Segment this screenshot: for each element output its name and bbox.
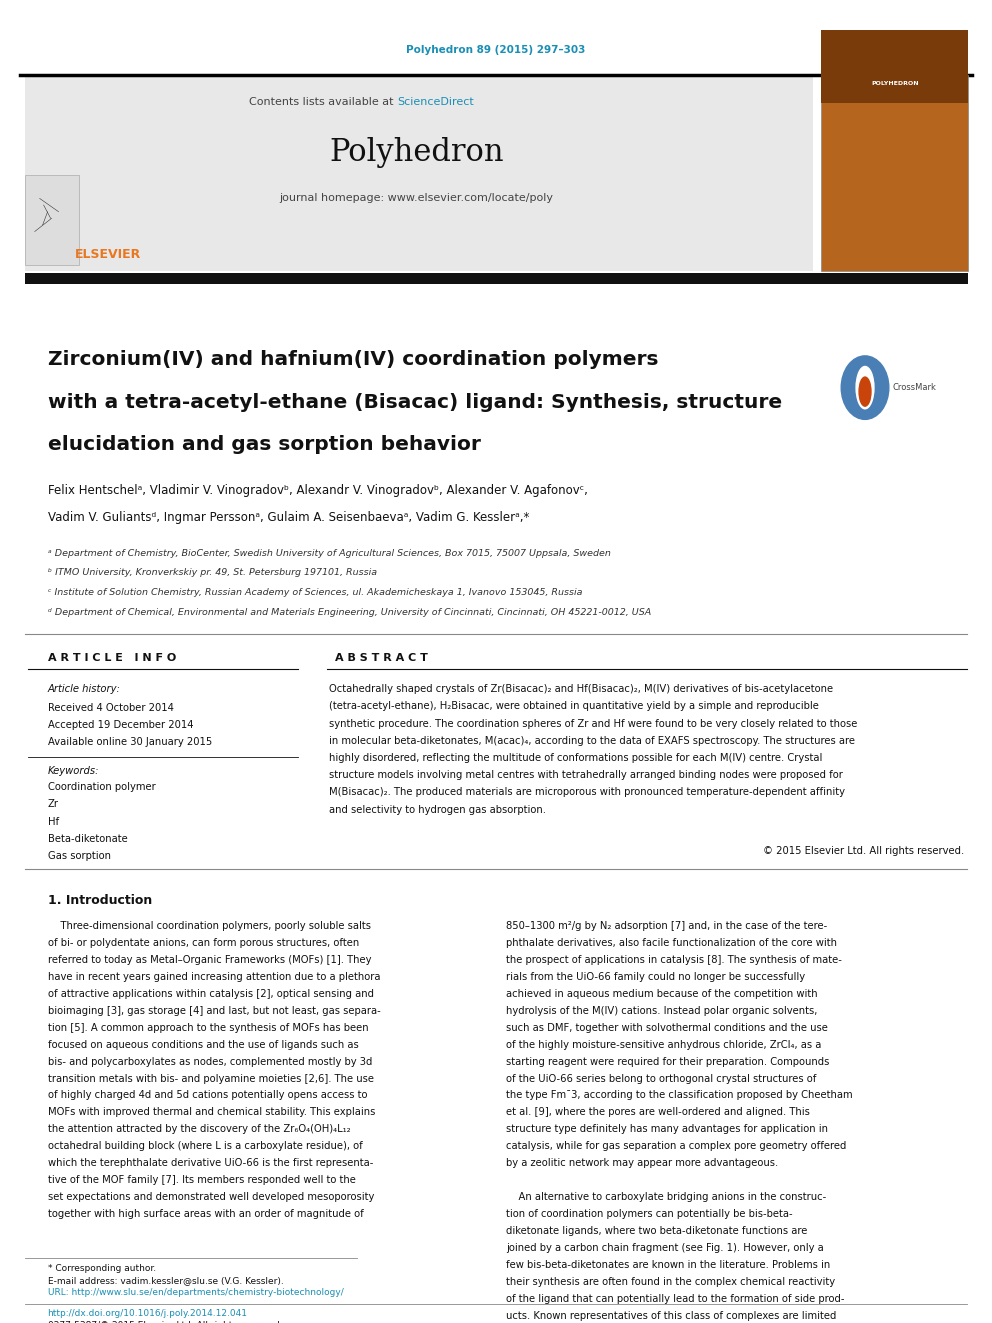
- Text: tion [5]. A common approach to the synthesis of MOFs has been: tion [5]. A common approach to the synth…: [48, 1023, 368, 1033]
- Text: in molecular beta-diketonates, M(acac)₄, according to the data of EXAFS spectros: in molecular beta-diketonates, M(acac)₄,…: [329, 736, 855, 746]
- Text: Article history:: Article history:: [48, 684, 120, 695]
- Text: their synthesis are often found in the complex chemical reactivity: their synthesis are often found in the c…: [506, 1277, 835, 1287]
- Text: elucidation and gas sorption behavior: elucidation and gas sorption behavior: [48, 435, 480, 454]
- Text: have in recent years gained increasing attention due to a plethora: have in recent years gained increasing a…: [48, 972, 380, 982]
- Text: Coordination polymer: Coordination polymer: [48, 782, 156, 792]
- Text: starting reagent were required for their preparation. Compounds: starting reagent were required for their…: [506, 1057, 829, 1066]
- Text: Available online 30 January 2015: Available online 30 January 2015: [48, 737, 212, 747]
- Text: M(Bisacac)₂. The produced materials are microporous with pronounced temperature-: M(Bisacac)₂. The produced materials are …: [329, 787, 845, 798]
- Text: An alternative to carboxylate bridging anions in the construc-: An alternative to carboxylate bridging a…: [506, 1192, 826, 1203]
- Text: E-mail address: vadim.kessler@slu.se (V.G. Kessler).: E-mail address: vadim.kessler@slu.se (V.…: [48, 1277, 284, 1285]
- Text: Polyhedron 89 (2015) 297–303: Polyhedron 89 (2015) 297–303: [407, 45, 585, 56]
- Text: referred to today as Metal–Organic Frameworks (MOFs) [1]. They: referred to today as Metal–Organic Frame…: [48, 955, 371, 964]
- Text: diketonate ligands, where two beta-diketonate functions are: diketonate ligands, where two beta-diket…: [506, 1226, 807, 1236]
- Text: catalysis, while for gas separation a complex pore geometry offered: catalysis, while for gas separation a co…: [506, 1142, 846, 1151]
- Text: Three-dimensional coordination polymers, poorly soluble salts: Three-dimensional coordination polymers,…: [48, 921, 371, 931]
- Text: ᶜ Institute of Solution Chemistry, Russian Academy of Sciences, ul. Akademichesk: ᶜ Institute of Solution Chemistry, Russi…: [48, 589, 582, 597]
- Text: A R T I C L E   I N F O: A R T I C L E I N F O: [48, 652, 176, 663]
- Bar: [25, 175, 79, 265]
- Text: which the terephthalate derivative UiO-66 is the first representa-: which the terephthalate derivative UiO-6…: [48, 1158, 373, 1168]
- Text: transition metals with bis- and polyamine moieties [2,6]. The use: transition metals with bis- and polyamin…: [48, 1073, 374, 1084]
- Text: the attention attracted by the discovery of the Zr₆O₄(OH)₄L₁₂: the attention attracted by the discovery…: [48, 1125, 350, 1134]
- Text: MOFs with improved thermal and chemical stability. This explains: MOFs with improved thermal and chemical …: [48, 1107, 375, 1118]
- Text: (tetra-acetyl-ethane), H₂Bisacac, were obtained in quantitative yield by a simpl: (tetra-acetyl-ethane), H₂Bisacac, were o…: [329, 701, 819, 712]
- Text: Gas sorption: Gas sorption: [48, 851, 111, 861]
- Text: ᵃ Department of Chemistry, BioCenter, Swedish University of Agricultural Science: ᵃ Department of Chemistry, BioCenter, Sw…: [48, 549, 610, 557]
- Text: octahedral building block (where L is a carboxylate residue), of: octahedral building block (where L is a …: [48, 1142, 362, 1151]
- Text: such as DMF, together with solvothermal conditions and the use: such as DMF, together with solvothermal …: [506, 1023, 827, 1033]
- Text: POLYHEDRON: POLYHEDRON: [871, 81, 919, 86]
- Text: Keywords:: Keywords:: [48, 766, 99, 777]
- Bar: [821, 75, 968, 271]
- Text: bis- and polycarboxylates as nodes, complemented mostly by 3d: bis- and polycarboxylates as nodes, comp…: [48, 1057, 372, 1066]
- Text: of highly charged 4d and 5d cations potentially opens access to: of highly charged 4d and 5d cations pote…: [48, 1090, 367, 1101]
- Text: few bis-beta-diketonates are known in the literature. Problems in: few bis-beta-diketonates are known in th…: [506, 1259, 830, 1270]
- Text: of attractive applications within catalysis [2], optical sensing and: of attractive applications within cataly…: [48, 988, 374, 999]
- Text: 850–1300 m²/g by N₂ adsorption [7] and, in the case of the tere-: 850–1300 m²/g by N₂ adsorption [7] and, …: [506, 921, 827, 931]
- Text: structure type definitely has many advantages for application in: structure type definitely has many advan…: [506, 1125, 828, 1134]
- Text: ᵇ ITMO University, Kronverkskiy pr. 49, St. Petersburg 197101, Russia: ᵇ ITMO University, Kronverkskiy pr. 49, …: [48, 569, 377, 577]
- Text: et al. [9], where the pores are well-ordered and aligned. This: et al. [9], where the pores are well-ord…: [506, 1107, 809, 1118]
- Text: URL: http://www.slu.se/en/departments/chemistry-biotechnology/: URL: http://www.slu.se/en/departments/ch…: [48, 1289, 343, 1297]
- Text: of the ligand that can potentially lead to the formation of side prod-: of the ligand that can potentially lead …: [506, 1294, 844, 1303]
- Text: 1. Introduction: 1. Introduction: [48, 894, 152, 908]
- Text: 0277-5387/© 2015 Elsevier Ltd. All rights reserved.: 0277-5387/© 2015 Elsevier Ltd. All right…: [48, 1322, 283, 1323]
- Text: structure models involving metal centres with tetrahedrally arranged binding nod: structure models involving metal centres…: [329, 770, 843, 781]
- Bar: [821, 30, 968, 103]
- Text: A B S T R A C T: A B S T R A C T: [335, 652, 429, 663]
- Text: by a zeolitic network may appear more advantageous.: by a zeolitic network may appear more ad…: [506, 1158, 778, 1168]
- Text: highly disordered, reflecting the multitude of conformations possible for each M: highly disordered, reflecting the multit…: [329, 753, 822, 763]
- Text: achieved in aqueous medium because of the competition with: achieved in aqueous medium because of th…: [506, 988, 817, 999]
- Circle shape: [841, 356, 889, 419]
- Ellipse shape: [859, 377, 871, 406]
- Text: Felix Hentschelᵃ, Vladimir V. Vinogradovᵇ, Alexandr V. Vinogradovᵇ, Alexander V.: Felix Hentschelᵃ, Vladimir V. Vinogradov…: [48, 484, 587, 497]
- Text: Hf: Hf: [48, 816, 59, 827]
- Text: © 2015 Elsevier Ltd. All rights reserved.: © 2015 Elsevier Ltd. All rights reserved…: [763, 845, 964, 856]
- Text: Octahedrally shaped crystals of Zr(Bisacac)₂ and Hf(Bisacac)₂, M(IV) derivatives: Octahedrally shaped crystals of Zr(Bisac…: [329, 684, 833, 695]
- Text: tive of the MOF family [7]. Its members responded well to the: tive of the MOF family [7]. Its members …: [48, 1175, 355, 1185]
- Text: Zirconium(IV) and hafnium(IV) coordination polymers: Zirconium(IV) and hafnium(IV) coordinati…: [48, 351, 658, 369]
- Text: Received 4 October 2014: Received 4 October 2014: [48, 703, 174, 713]
- Text: set expectations and demonstrated well developed mesoporosity: set expectations and demonstrated well d…: [48, 1192, 374, 1203]
- Text: joined by a carbon chain fragment (see Fig. 1). However, only a: joined by a carbon chain fragment (see F…: [506, 1242, 823, 1253]
- Text: ScienceDirect: ScienceDirect: [397, 97, 473, 107]
- Text: and selectivity to hydrogen gas absorption.: and selectivity to hydrogen gas absorpti…: [329, 804, 547, 815]
- Text: Accepted 19 December 2014: Accepted 19 December 2014: [48, 720, 193, 730]
- Text: the prospect of applications in catalysis [8]. The synthesis of mate-: the prospect of applications in catalysi…: [506, 955, 842, 964]
- Text: ELSEVIER: ELSEVIER: [74, 247, 141, 261]
- Text: journal homepage: www.elsevier.com/locate/poly: journal homepage: www.elsevier.com/locat…: [280, 193, 554, 204]
- Text: tion of coordination polymers can potentially be bis-beta-: tion of coordination polymers can potent…: [506, 1209, 793, 1218]
- Text: Polyhedron: Polyhedron: [329, 136, 504, 168]
- Bar: [25, 273, 968, 284]
- Text: rials from the UiO-66 family could no longer be successfully: rials from the UiO-66 family could no lo…: [506, 972, 806, 982]
- Text: Contents lists available at: Contents lists available at: [249, 97, 397, 107]
- Text: Vadim V. Guliantsᵈ, Ingmar Perssonᵃ, Gulaim A. Seisenbaevaᵃ, Vadim G. Kesslerᵃ,*: Vadim V. Guliantsᵈ, Ingmar Perssonᵃ, Gul…: [48, 511, 529, 524]
- Text: of the highly moisture-sensitive anhydrous chloride, ZrCl₄, as a: of the highly moisture-sensitive anhydro…: [506, 1040, 821, 1049]
- Ellipse shape: [856, 366, 874, 409]
- Text: synthetic procedure. The coordination spheres of Zr and Hf were found to be very: synthetic procedure. The coordination sp…: [329, 718, 858, 729]
- Text: with a tetra-acetyl-ethane (Bisacac) ligand: Synthesis, structure: with a tetra-acetyl-ethane (Bisacac) lig…: [48, 393, 782, 411]
- Text: focused on aqueous conditions and the use of ligands such as: focused on aqueous conditions and the us…: [48, 1040, 358, 1049]
- Bar: [25, 75, 813, 271]
- Text: of the UiO-66 series belong to orthogonal crystal structures of: of the UiO-66 series belong to orthogona…: [506, 1073, 816, 1084]
- Text: together with high surface areas with an order of magnitude of: together with high surface areas with an…: [48, 1209, 363, 1218]
- Text: phthalate derivatives, also facile functionalization of the core with: phthalate derivatives, also facile funct…: [506, 938, 837, 949]
- Text: ucts. Known representatives of this class of complexes are limited: ucts. Known representatives of this clas…: [506, 1311, 836, 1320]
- Text: hydrolysis of the M(IV) cations. Instead polar organic solvents,: hydrolysis of the M(IV) cations. Instead…: [506, 1005, 817, 1016]
- Text: Zr: Zr: [48, 799, 59, 810]
- Text: bioimaging [3], gas storage [4] and last, but not least, gas separa-: bioimaging [3], gas storage [4] and last…: [48, 1005, 380, 1016]
- Text: http://dx.doi.org/10.1016/j.poly.2014.12.041: http://dx.doi.org/10.1016/j.poly.2014.12…: [48, 1310, 248, 1318]
- Text: ᵈ Department of Chemical, Environmental and Materials Engineering, University of: ᵈ Department of Chemical, Environmental …: [48, 609, 651, 617]
- Text: Beta-diketonate: Beta-diketonate: [48, 833, 127, 844]
- Text: the type Fm¯3, according to the classification proposed by Cheetham: the type Fm¯3, according to the classifi…: [506, 1090, 852, 1101]
- Text: CrossMark: CrossMark: [893, 384, 936, 392]
- Text: * Corresponding author.: * Corresponding author.: [48, 1265, 156, 1273]
- Text: of bi- or polydentate anions, can form porous structures, often: of bi- or polydentate anions, can form p…: [48, 938, 359, 949]
